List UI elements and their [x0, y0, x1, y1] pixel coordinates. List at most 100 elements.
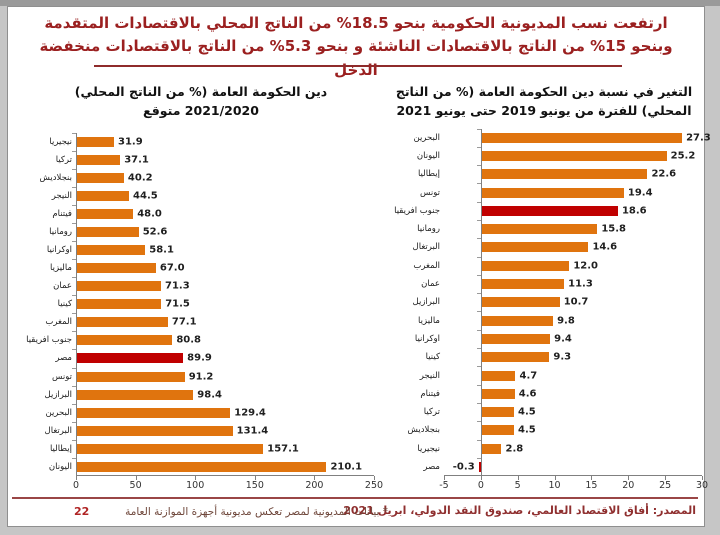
bar-row: النيجر 44.5 — [28, 186, 374, 205]
category-label: فيتنام — [52, 208, 72, 219]
value-label: 4.7 — [519, 370, 538, 381]
category-label: كينيا — [57, 299, 72, 310]
bar-row: البحرين 27.3 — [386, 128, 711, 147]
x-axis-tick — [374, 476, 375, 480]
bar-track: 25.2 — [444, 146, 702, 165]
bar — [76, 335, 173, 346]
category-label: نيجيريا — [417, 443, 440, 454]
debt-change-chart-title: التغير في نسبة دين الحكومة العامة (% من … — [395, 84, 693, 118]
bar-track: 9.4 — [444, 329, 702, 348]
bar-row: تركيا 4.5 — [386, 402, 702, 421]
value-label: 37.1 — [124, 154, 149, 166]
bar-row: البرتغال 14.6 — [386, 238, 702, 256]
bar — [76, 281, 161, 292]
bar-row: كينيا 71.5 — [28, 295, 374, 313]
bar-row: نيجيريا 2.8 — [386, 439, 702, 458]
value-label: 48.0 — [137, 208, 162, 220]
value-label: 11.3 — [568, 278, 593, 290]
x-axis-tick-label: 0 — [72, 480, 80, 491]
bar-track: 40.2 — [72, 168, 374, 187]
window-frame-top — [0, 0, 720, 6]
value-label: 4.6 — [518, 388, 537, 400]
value-label: 19.4 — [627, 187, 653, 199]
bar-row: رومانيا 15.8 — [386, 219, 702, 238]
value-label: 9.4 — [554, 333, 572, 345]
value-label: 67.0 — [159, 262, 185, 274]
bar-row: عمان 71.3 — [28, 277, 374, 295]
category-label: عمان — [421, 279, 440, 290]
category-label: البرازيل — [44, 389, 72, 400]
value-label: 12.0 — [573, 260, 598, 272]
bar-track: 80.8 — [72, 331, 374, 349]
bar-track: 2.8 — [444, 439, 702, 458]
debt-change-plot: البحرين 27.3 اليونان 25.2 إيطاليا 22.6 تونس 19.… — [386, 128, 711, 476]
bar-track: 44.5 — [72, 186, 374, 205]
value-label: 98.4 — [197, 389, 222, 401]
category-label: إيطاليا — [417, 169, 440, 180]
debt-level-plot: نيجيريا 31.9 تركيا 37.1 بنجلاديش 40.2 النيجر 44… — [26, 132, 374, 476]
value-label: 10.7 — [563, 296, 589, 308]
bar — [76, 263, 156, 274]
category-label: البرتغال — [412, 242, 440, 253]
bar-track: 4.7 — [444, 366, 702, 384]
bar-track: 4.5 — [444, 421, 702, 439]
x-axis-tick — [702, 476, 703, 480]
value-label: 14.6 — [592, 241, 618, 253]
bar — [76, 425, 233, 436]
bar-track: 71.5 — [72, 295, 374, 313]
bar-track: 11.3 — [444, 274, 702, 293]
value-label: 157.1 — [267, 443, 299, 455]
bar-track: 157.1 — [72, 439, 374, 458]
value-label: 27.3 — [686, 132, 711, 144]
bar-track: 98.4 — [72, 385, 374, 404]
bar-track: 210.1 — [72, 457, 374, 476]
bar-row: المغرب 77.1 — [28, 313, 374, 331]
page-number: 22 — [74, 505, 90, 518]
category-label: إيطاليا — [49, 443, 72, 454]
category-label: رومانيا — [49, 226, 72, 237]
bar-track: 18.6 — [444, 201, 702, 220]
bar-row: عمان 11.3 — [386, 274, 702, 293]
x-axis-labels: 0 50 100 150 200 250 — [72, 476, 383, 493]
bar-row: تركيا 37.1 — [28, 150, 374, 169]
value-label: 44.5 — [133, 190, 158, 202]
category-label: كينيا — [425, 352, 440, 363]
x-axis-tick — [480, 476, 482, 480]
bar-track: 4.6 — [444, 384, 702, 403]
bar-track: 10.7 — [444, 293, 702, 311]
bar-row: بنجلاديش 40.2 — [28, 168, 374, 187]
x-axis-tick — [444, 476, 445, 480]
footer-divider — [12, 497, 698, 499]
bar-row: اليونان 210.1 — [28, 457, 374, 476]
category-label: البحرين — [413, 132, 440, 143]
bar-row: تونس 91.2 — [28, 367, 374, 386]
bar-row: البرازيل 98.4 — [28, 385, 374, 404]
bar-row: نيجيريا 31.9 — [28, 132, 374, 151]
bar-track: 12.0 — [444, 256, 702, 275]
value-label: 22.6 — [651, 168, 677, 180]
category-label: اوكرانيا — [414, 333, 440, 344]
x-axis-tick-label: 200 — [305, 480, 324, 491]
value-label: 25.2 — [670, 150, 696, 162]
x-axis-tick — [314, 476, 316, 480]
value-label: 129.4 — [234, 407, 266, 419]
value-label: 18.6 — [621, 205, 647, 217]
bar — [76, 371, 185, 382]
bar-track: 89.9 — [72, 349, 374, 367]
bar-row: ماليزيا 9.8 — [386, 311, 702, 329]
debt-level-chart: دين الحكومة العامة (% من الناتج المحلي) … — [26, 83, 383, 493]
bar-track: 58.1 — [72, 240, 374, 259]
slide-title: ارتفعت نسب المديونية الحكومية بنحو 18.5%… — [39, 14, 673, 79]
bar-row: البرازيل 10.7 — [386, 293, 702, 311]
x-axis-tick-label: 15 — [585, 480, 598, 491]
bar-row: رومانيا 52.6 — [28, 222, 374, 241]
value-label: 71.3 — [164, 280, 190, 292]
bar — [76, 353, 184, 364]
bar — [76, 226, 139, 237]
bar — [76, 154, 121, 165]
bar-row: البرتغال 131.4 — [28, 421, 374, 440]
category-label: تونس — [52, 371, 72, 382]
title-underline — [94, 65, 622, 67]
value-label: 2.8 — [505, 443, 524, 455]
bar — [76, 136, 115, 147]
